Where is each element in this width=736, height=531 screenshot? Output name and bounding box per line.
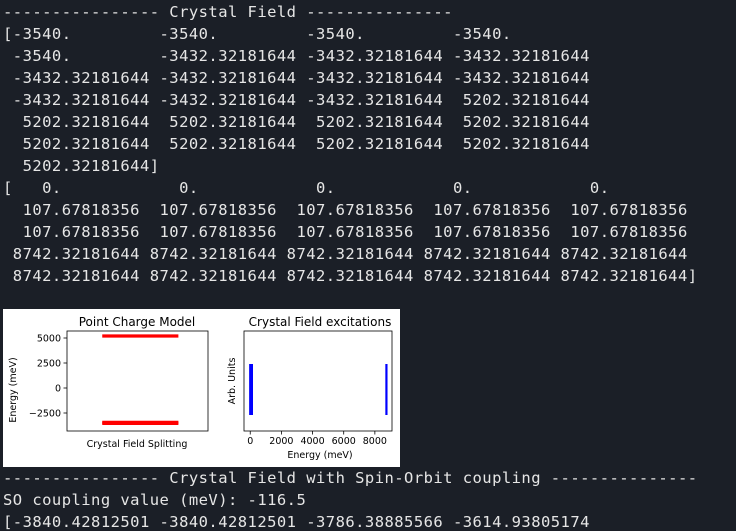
point-charge-xlabel: Crystal Field Splitting — [87, 439, 188, 450]
ytick-label: 5000 — [37, 334, 61, 345]
point-charge-frame — [66, 330, 209, 432]
xtick-label: 2000 — [269, 436, 293, 447]
output-line: [-3540. -3540. -3540. -3540. — [3, 25, 512, 43]
output-line: 5202.32181644] — [3, 157, 160, 175]
output-line: ---------------- Crystal Field with Spin… — [3, 469, 698, 487]
output-line: 8742.32181644 8742.32181644 8742.3218164… — [3, 245, 688, 263]
excitations-ylabel: Arb. Units — [227, 358, 238, 405]
point-charge-axes: Point Charge Model Energy (meV) Crystal … — [8, 315, 209, 450]
output-line: ---------------- Crystal Field ---------… — [3, 3, 453, 21]
ytick-label: 0 — [55, 384, 61, 395]
point-charge-ylabel: Energy (meV) — [8, 357, 19, 422]
output-line: 5202.32181644 5202.32181644 5202.3218164… — [3, 135, 590, 153]
output-line: [-3840.42812501 -3840.42812501 -3786.388… — [3, 513, 590, 531]
ytick-label: −2500 — [29, 409, 61, 420]
output-line: -3432.32181644 -3432.32181644 -3432.3218… — [3, 91, 590, 109]
matplotlib-figure: Point Charge Model Energy (meV) Crystal … — [3, 309, 400, 467]
xtick-label: 8000 — [363, 436, 387, 447]
output-line: [ 0. 0. 0. 0. 0. — [3, 179, 610, 197]
output-line: -3540. -3432.32181644 -3432.32181644 -34… — [3, 47, 590, 65]
output-line: 8742.32181644 8742.32181644 8742.3218164… — [3, 267, 698, 285]
crystal-field-output: ---------------- Crystal Field ---------… — [3, 1, 698, 287]
output-line: SO coupling value (meV): -116.5 — [3, 491, 307, 509]
excitations-frame — [243, 330, 393, 432]
spin-orbit-output: ---------------- Crystal Field with Spin… — [3, 467, 698, 531]
xtick-label: 0 — [247, 436, 253, 447]
ytick-label: 2500 — [37, 359, 61, 370]
point-charge-title: Point Charge Model — [79, 315, 196, 329]
output-line: 107.67818356 107.67818356 107.67818356 1… — [3, 223, 688, 241]
figure-canvas: Point Charge Model Energy (meV) Crystal … — [8, 315, 393, 461]
excitations-xlabel: Energy (meV) — [287, 450, 352, 461]
xtick-label: 4000 — [300, 436, 324, 447]
output-line: -3432.32181644 -3432.32181644 -3432.3218… — [3, 69, 590, 87]
excitations-title: Crystal Field excitations — [249, 315, 392, 329]
xtick-label: 6000 — [332, 436, 356, 447]
excitations-axes: Crystal Field excitations Arb. Units Ene… — [227, 315, 393, 461]
output-line: 107.67818356 107.67818356 107.67818356 1… — [3, 201, 688, 219]
output-line: 5202.32181644 5202.32181644 5202.3218164… — [3, 113, 590, 131]
